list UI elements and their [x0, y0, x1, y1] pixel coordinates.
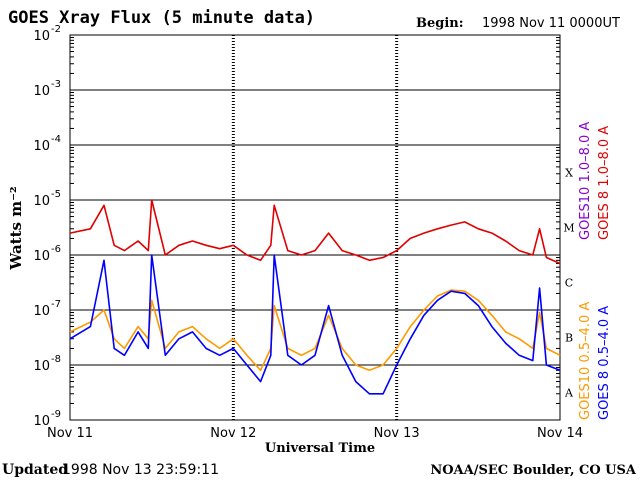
- series-line: [69, 254, 561, 395]
- credit-text: NOAA/SEC Boulder, CO USA: [430, 463, 637, 478]
- flare-class-X: X: [565, 167, 573, 180]
- updated-value: 1998 Nov 13 23:59:11: [62, 462, 219, 478]
- y-tick-exponent: -5: [51, 189, 61, 200]
- legend-goes8-short: GOES 8 0.5–4.0 A: [597, 306, 612, 420]
- flare-class-labels: X M C B A: [563, 167, 574, 400]
- y-tick-label: 10: [33, 304, 50, 319]
- legend-goes10-long: GOES10 1.0–8.0 A: [578, 122, 593, 240]
- y-tick-exponent: -8: [51, 354, 61, 365]
- plot-frame: [69, 34, 561, 421]
- y-tick-exponent: -7: [51, 299, 61, 310]
- flare-class-A: A: [564, 387, 574, 400]
- y-axis-ticks: 10-210-310-410-510-610-710-810-9: [33, 24, 61, 429]
- data-series: [69, 199, 561, 395]
- y-tick-label: 10: [33, 29, 50, 44]
- legend-goes10-short: GOES10 0.5–4.0 A: [578, 302, 593, 420]
- y-tick-label: 10: [33, 194, 50, 209]
- flare-class-M: M: [563, 222, 574, 235]
- series-line: [69, 289, 561, 372]
- begin-label: Begin:: [416, 16, 464, 31]
- y-tick-exponent: -9: [51, 409, 61, 420]
- legend-goes8-long: GOES 8 1.0–8.0 A: [597, 126, 612, 240]
- y-tick-label: 10: [33, 359, 50, 374]
- y-tick-exponent: -6: [51, 244, 61, 255]
- y-tick-label: 10: [33, 84, 50, 99]
- y-tick-exponent: -2: [51, 24, 61, 35]
- series-line: [69, 199, 561, 265]
- y-tick-label: 10: [33, 414, 50, 429]
- x-axis-ticks: Nov 11 Nov 12 Nov 13 Nov 14: [47, 426, 583, 441]
- y-tick-label: 10: [33, 249, 50, 264]
- updated-label: Updated: [2, 462, 68, 478]
- y-tick-exponent: -3: [51, 79, 61, 90]
- chart-title: GOES Xray Flux (5 minute data): [8, 8, 315, 28]
- flare-class-C: C: [565, 277, 573, 290]
- x-tick-label: Nov 12: [210, 426, 256, 441]
- y-axis-label: Watts m⁻²: [7, 186, 25, 270]
- begin-value: 1998 Nov 11 0000UT: [482, 16, 620, 31]
- day-dividers: [231, 35, 399, 420]
- x-tick-label: Nov 13: [374, 426, 420, 441]
- gridlines: [70, 37, 560, 404]
- flare-class-B: B: [565, 332, 573, 345]
- x-tick-label: Nov 11: [47, 426, 93, 441]
- x-tick-label: Nov 14: [537, 426, 583, 441]
- y-tick-label: 10: [33, 139, 50, 154]
- y-tick-exponent: -4: [51, 134, 61, 145]
- x-axis-label: Universal Time: [265, 441, 375, 456]
